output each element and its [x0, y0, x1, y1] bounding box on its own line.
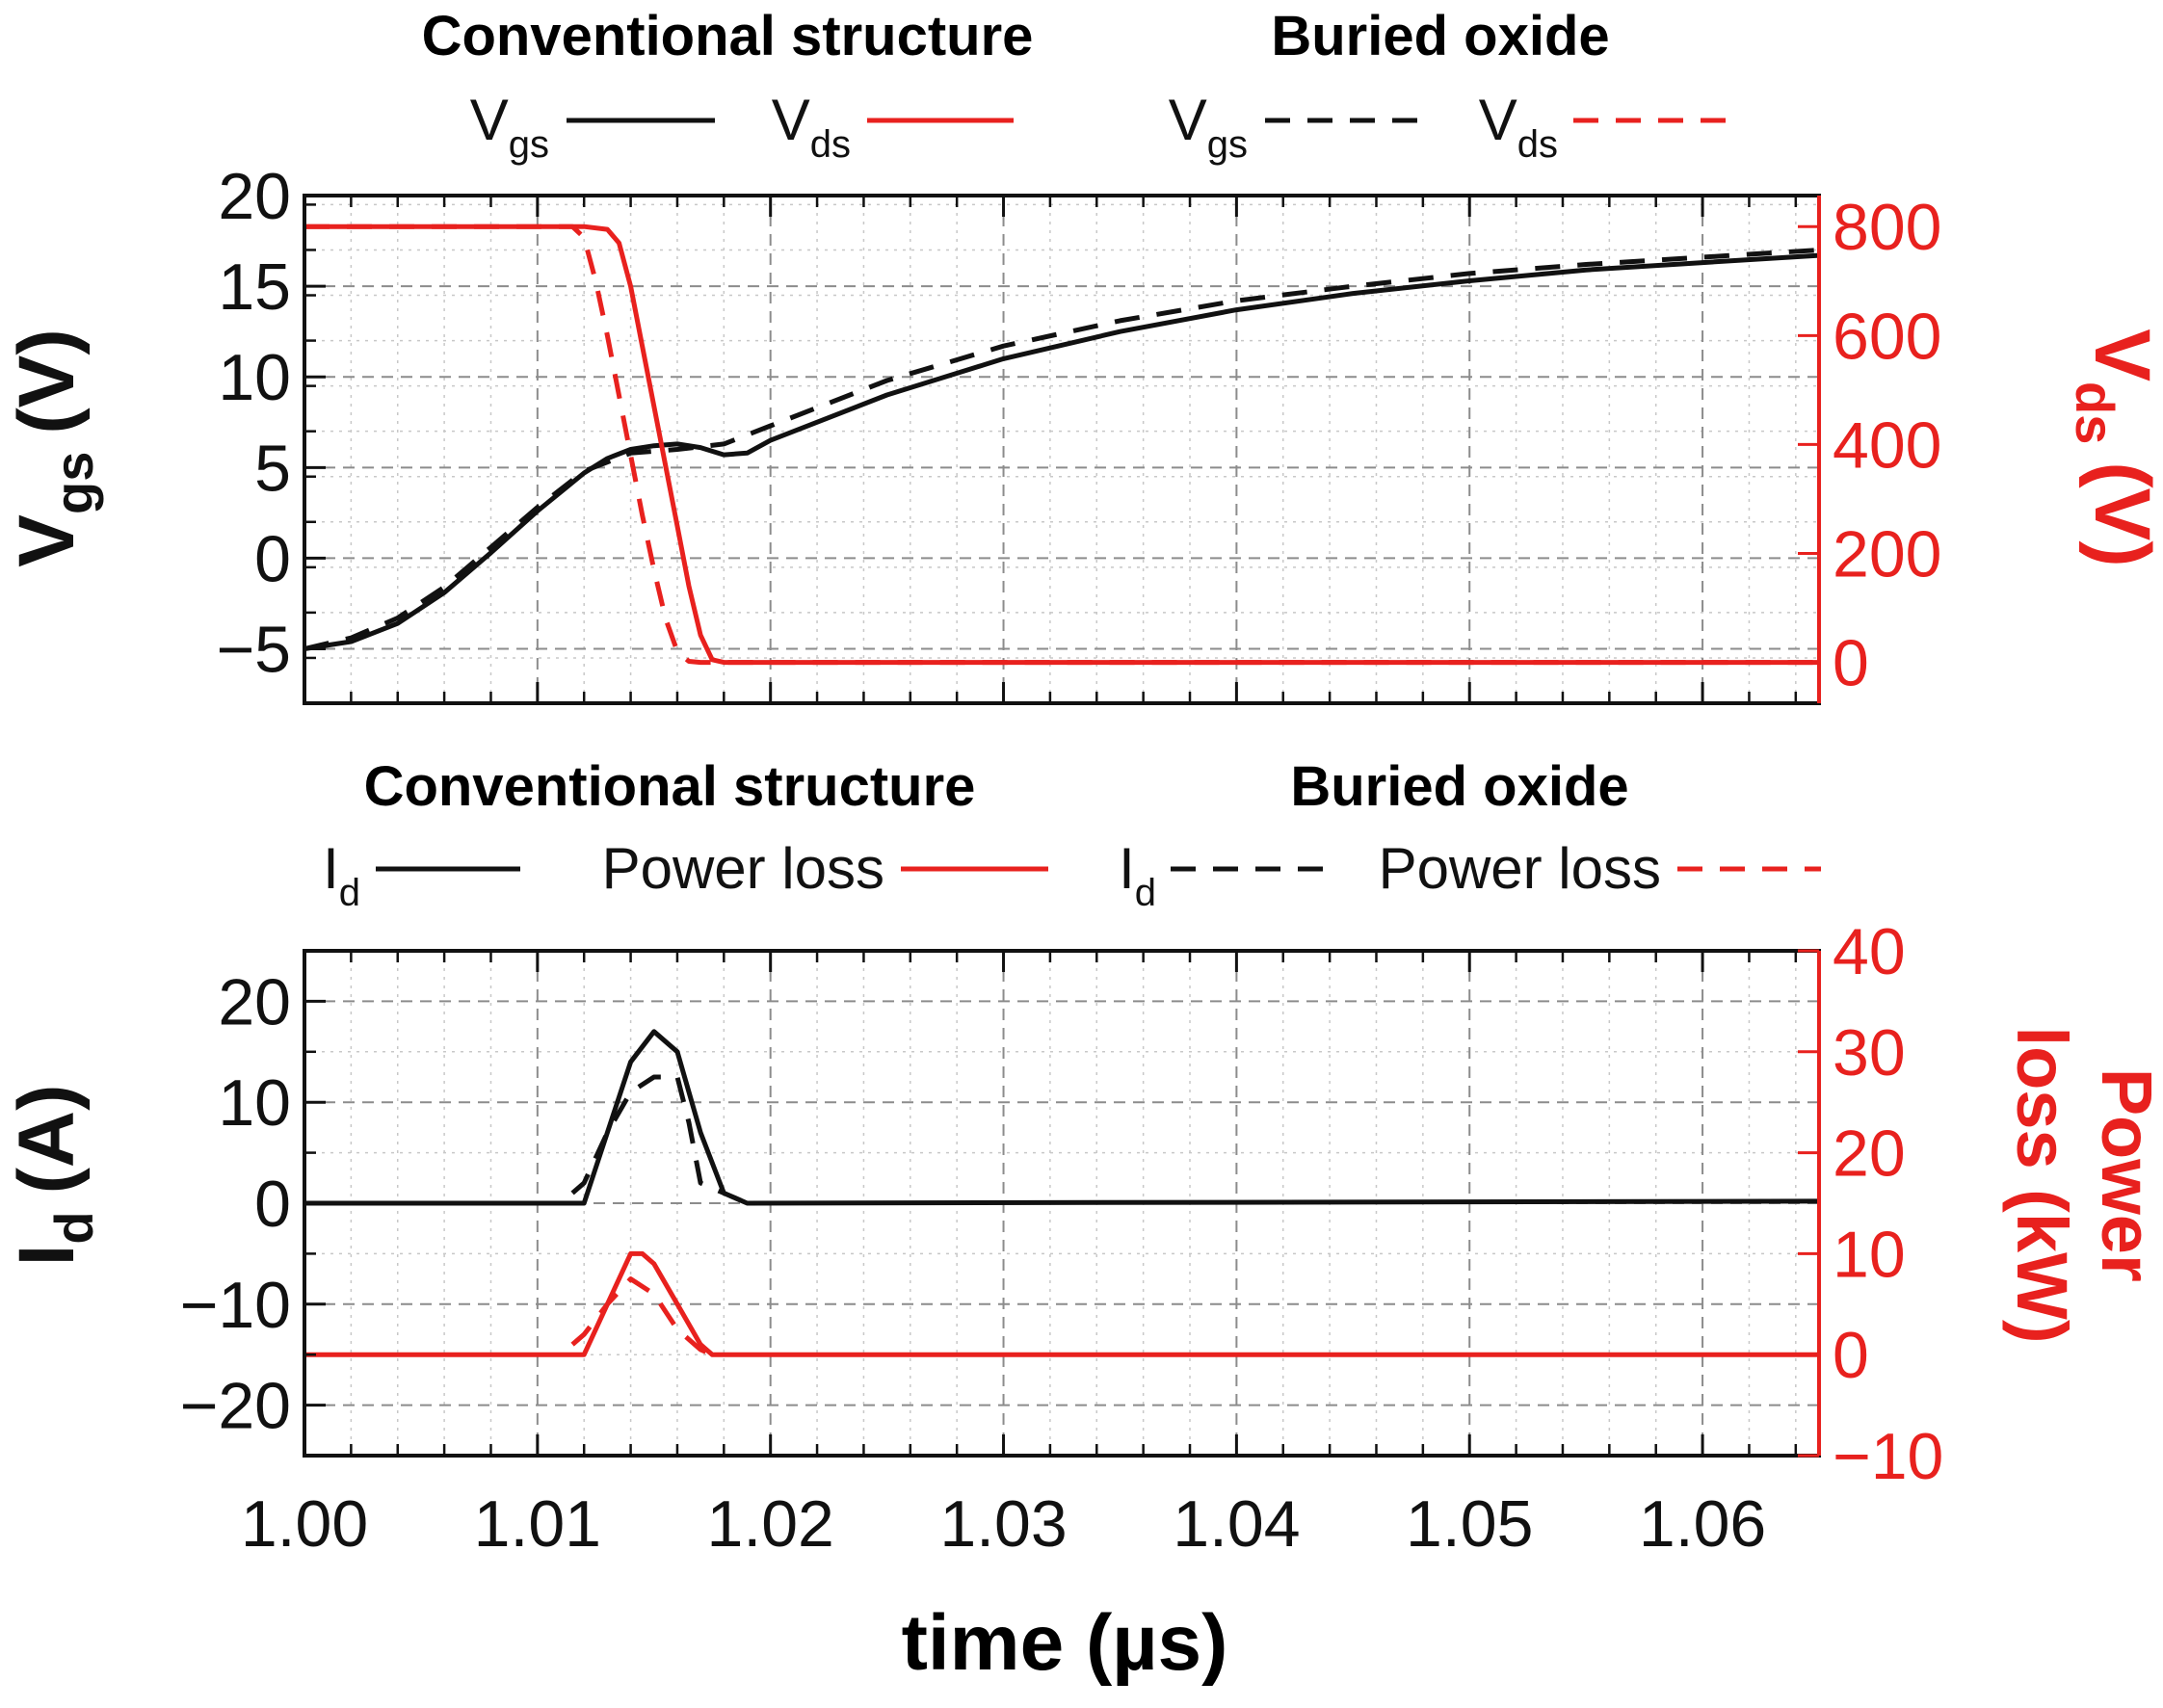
legend-label: Power loss — [1379, 836, 1661, 901]
top-y-axis-title: Vgs (V) — [3, 328, 104, 566]
y-tick-label: −10 — [180, 1269, 291, 1342]
bottom-series — [304, 1029, 1820, 1357]
y2-tick-label: 10 — [1833, 1218, 1906, 1291]
top-y2-axis-title: Vds (V) — [2065, 328, 2163, 566]
series-line — [304, 1029, 1820, 1206]
legend-label: Vgs — [1169, 88, 1248, 166]
top-grid — [304, 196, 1819, 703]
top-y-axis-title-sub: gs — [43, 452, 104, 514]
y-tick-label: 15 — [218, 250, 291, 324]
x-tick-label: 1.01 — [474, 1487, 601, 1561]
y2-tick-label: 20 — [1833, 1117, 1906, 1191]
series-line — [570, 1074, 749, 1206]
y-tick-label: −20 — [180, 1370, 291, 1443]
bottom-y2-axis-title-line2: loss (kW) — [2002, 1027, 2082, 1344]
bottom-y-axis-title-sub: d — [43, 1211, 104, 1244]
top-series — [303, 223, 1820, 666]
y2-tick-label: 400 — [1833, 408, 1941, 482]
legend-label-sub: ds — [810, 123, 851, 166]
x-tick-label: 1.00 — [241, 1487, 368, 1561]
legend-label-main: V — [1479, 88, 1517, 152]
top-y2-axis-title-main: V — [2078, 328, 2163, 381]
svg-text:Vgs(V): Vgs (V) — [3, 328, 104, 566]
bottom-legend-items: Id Power loss Id Power loss — [323, 836, 1821, 914]
series-line — [304, 223, 1819, 666]
bottom-y-axis-title-main: I — [3, 1245, 91, 1267]
legend-label: Power loss — [602, 836, 884, 901]
x-tick-label: 1.04 — [1173, 1487, 1300, 1561]
top-y2-axis-title-sub: ds — [2065, 381, 2125, 444]
legend-label-sub: d — [1135, 872, 1156, 914]
y2-tick-label: 0 — [1833, 627, 1869, 700]
legend-label: Vgs — [470, 88, 549, 166]
bottom-y-axis-title-unit: (A) — [3, 1085, 91, 1195]
svg-text:Id(A): Id (A) — [3, 1085, 104, 1267]
bottom-axis-ticks: 1.00 1.01 1.02 1.03 1.04 1.05 1.06 −20 −10 0 10 20 −… — [180, 915, 1944, 1561]
top-y2-axis-title-unit: (V) — [2078, 461, 2163, 566]
series-line — [303, 248, 1820, 651]
y-tick-label: 10 — [218, 341, 291, 414]
legend-label: Vds — [772, 88, 851, 166]
series-line — [303, 252, 1820, 651]
y2-tick-label: 600 — [1833, 300, 1941, 373]
top-y-axis-title-main: V — [3, 514, 91, 567]
y2-tick-label: 800 — [1833, 191, 1941, 264]
legend-label-sub: gs — [1207, 123, 1248, 166]
y-tick-label: 5 — [254, 432, 291, 505]
legend-label-main: Power loss — [602, 836, 884, 901]
bottom-panel: 1.00 1.01 1.02 1.03 1.04 1.05 1.06 −20 −10 0 10 20 −… — [180, 915, 1944, 1561]
bottom-y2-axis-title-line1: Power — [2087, 1068, 2163, 1282]
legend-label-main: I — [323, 836, 339, 901]
x-tick-label: 1.06 — [1639, 1487, 1766, 1561]
y-tick-label: 10 — [218, 1066, 291, 1140]
legend-label-main: Power loss — [1379, 836, 1661, 901]
y-tick-label: −5 — [216, 614, 291, 687]
top-legend-conventional-title: Conventional structure — [422, 5, 1034, 67]
y2-tick-label: 40 — [1833, 915, 1906, 988]
top-legend: Conventional structure Buried oxide Vgs V… — [422, 5, 1742, 166]
series-line — [570, 1276, 714, 1357]
top-legend-items: Vgs Vds Vgs Vds — [470, 88, 1742, 166]
legend-label: Id — [323, 836, 360, 914]
legend-label: Id — [1119, 836, 1156, 914]
top-legend-buried-title: Buried oxide — [1271, 5, 1609, 67]
bottom-legend-conventional-title: Conventional structure — [364, 755, 976, 818]
y2-tick-label: −10 — [1833, 1420, 1943, 1493]
legend-label-main: I — [1119, 836, 1135, 901]
y-tick-label: 20 — [218, 965, 291, 1038]
y2-tick-label: 0 — [1833, 1319, 1869, 1392]
bottom-legend: Conventional structure Buried oxide Id Po… — [323, 755, 1821, 914]
svg-text:Vds(V): Vds (V) — [2065, 328, 2163, 566]
legend-label: Vds — [1479, 88, 1558, 166]
legend-label-sub: gs — [509, 123, 549, 166]
bottom-legend-buried-title: Buried oxide — [1290, 755, 1628, 818]
legend-label-main: V — [1169, 88, 1207, 152]
y-tick-label: 20 — [218, 160, 291, 233]
y2-tick-label: 30 — [1833, 1016, 1906, 1090]
series-line — [304, 223, 1819, 666]
top-y-axis-title-unit: (V) — [3, 328, 91, 434]
legend-label-sub: ds — [1517, 123, 1558, 166]
y2-tick-label: 200 — [1833, 518, 1941, 591]
x-tick-label: 1.05 — [1406, 1487, 1533, 1561]
bottom-y-axis-title: Id (A) — [3, 1085, 104, 1267]
bottom-y2-axis-title: Power loss (kW) — [2002, 1027, 2163, 1344]
y-tick-label: 0 — [254, 1168, 291, 1241]
x-tick-label: 1.03 — [939, 1487, 1067, 1561]
svg-text:Power loss (kW): Power loss (kW) — [2002, 1027, 2163, 1344]
x-tick-label: 1.02 — [707, 1487, 834, 1561]
legend-label-main: V — [470, 88, 509, 152]
y-tick-label: 0 — [254, 522, 291, 595]
legend-label-main: V — [772, 88, 810, 152]
x-axis-title: time (µs) — [902, 1599, 1228, 1687]
legend-label-sub: d — [339, 872, 360, 914]
